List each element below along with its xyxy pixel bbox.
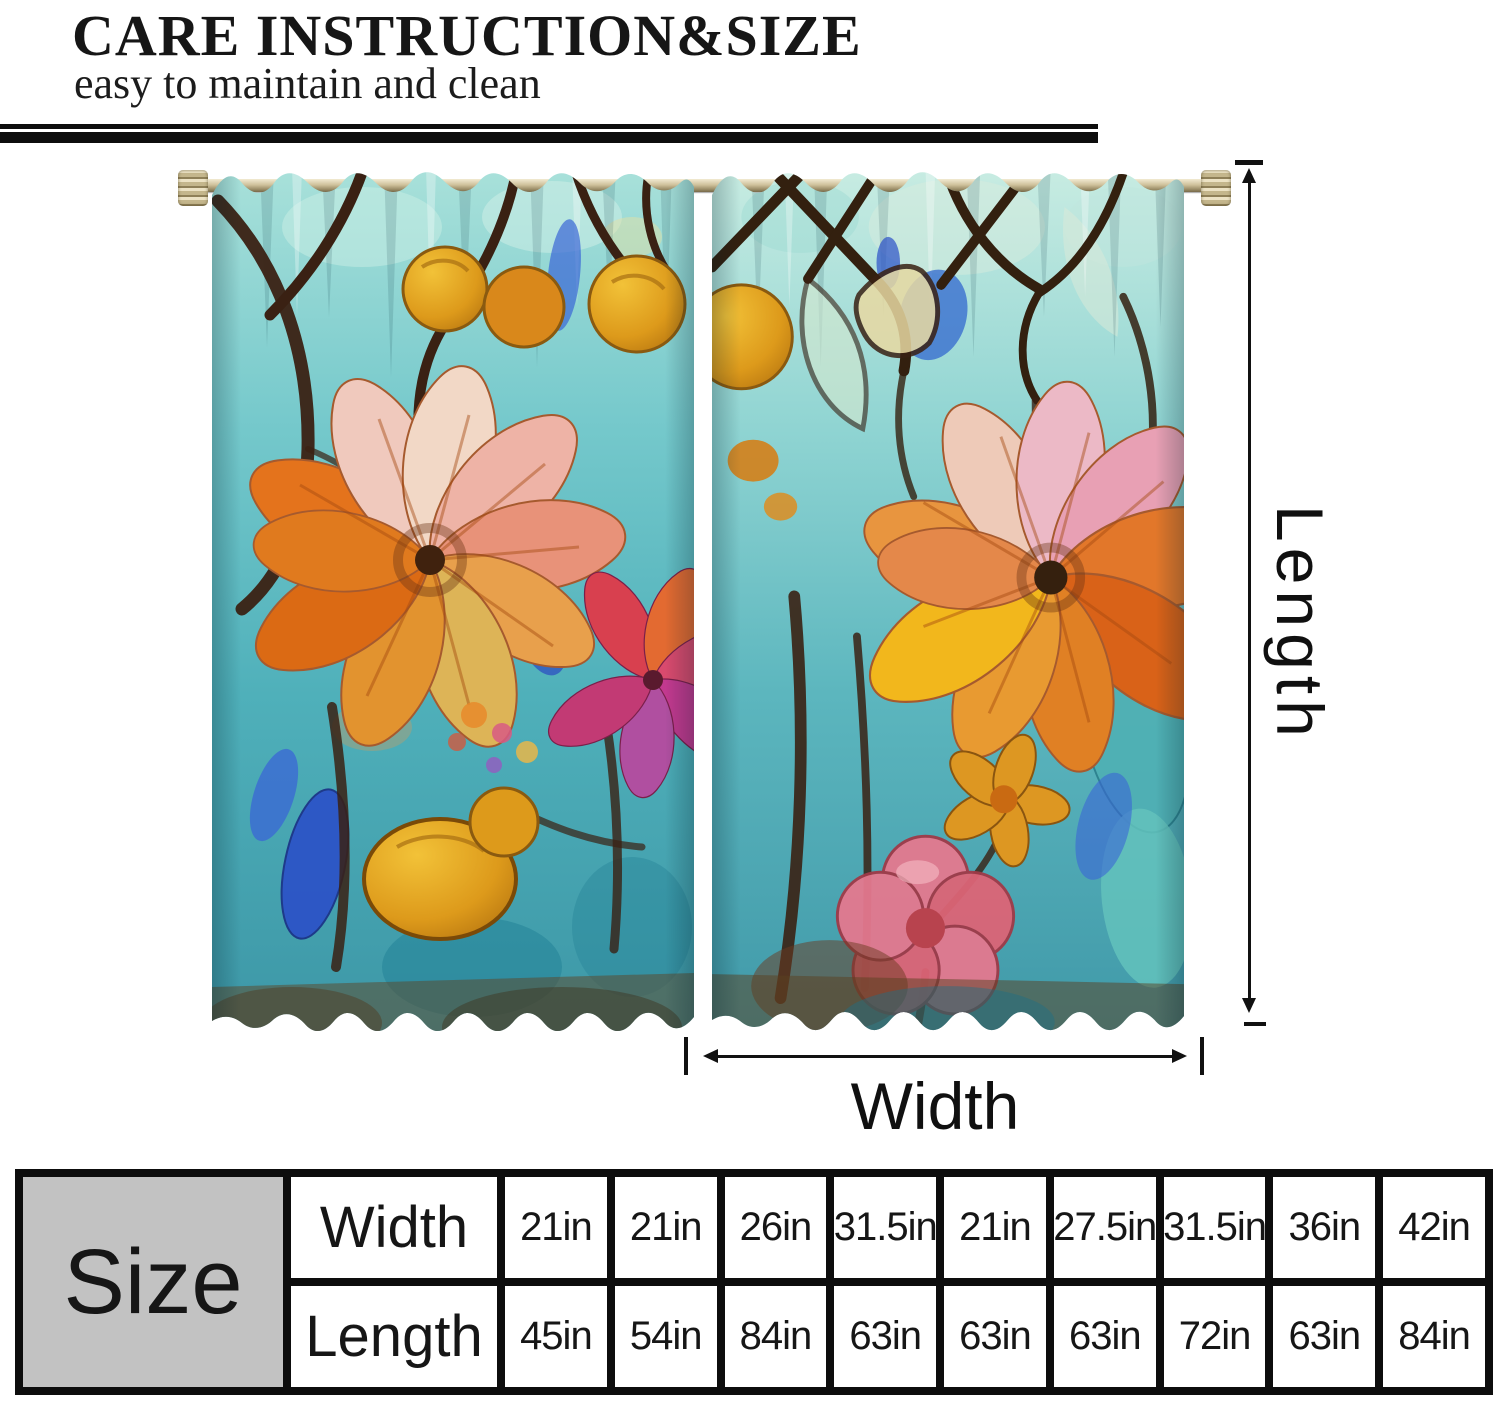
size-table-corner-label: Size (23, 1177, 283, 1387)
size-table-width-value: 21in (505, 1177, 607, 1278)
page-title: CARE INSTRUCTION&SIZE (72, 3, 862, 68)
width-tick-right (1200, 1037, 1204, 1075)
size-table-length-value: 72in (1163, 1286, 1266, 1387)
divider-line-thin (0, 124, 1098, 129)
length-arrowhead-down-icon (1242, 998, 1256, 1013)
size-table: Size Width 21in 21in 26in 31.5in 21in 27… (15, 1169, 1493, 1395)
size-table-row-header-length: Length (291, 1286, 497, 1387)
size-table-width-value: 27.5in (1053, 1177, 1156, 1278)
size-table-width-value: 42in (1383, 1177, 1485, 1278)
curtain-rod-bar (203, 179, 1209, 192)
size-table-length-value: 63in (834, 1286, 937, 1387)
curtain-panel-right (712, 172, 1184, 1031)
width-arrowhead-right-icon (1172, 1049, 1187, 1063)
width-label: Width (850, 1069, 1020, 1143)
size-table-width-value: 21in (614, 1177, 717, 1278)
width-tick-left (684, 1037, 688, 1075)
size-table-width-value: 31.5in (834, 1177, 937, 1278)
rod-finial-right-icon (1201, 170, 1231, 206)
length-tick-top (1235, 160, 1263, 165)
length-label: Length (1263, 505, 1337, 743)
size-table-length-value: 84in (724, 1286, 827, 1387)
rod-finial-left-icon (178, 170, 208, 206)
length-tick-bottom (1244, 1022, 1266, 1026)
size-table-length-value: 54in (614, 1286, 717, 1387)
size-table-length-value: 63in (1053, 1286, 1156, 1387)
size-table-width-value: 36in (1273, 1177, 1376, 1278)
page-subtitle: easy to maintain and clean (74, 59, 541, 108)
size-table-length-value: 63in (1273, 1286, 1376, 1387)
size-table-length-value: 63in (944, 1286, 1046, 1387)
size-table-length-value: 45in (505, 1286, 607, 1387)
size-table-width-value: 21in (944, 1177, 1046, 1278)
curtain-panel-left (212, 172, 694, 1032)
length-arrow-line (1248, 178, 1251, 1004)
size-table-width-value: 31.5in (1163, 1177, 1266, 1278)
length-arrowhead-up-icon (1242, 168, 1256, 183)
divider-line-thick (0, 132, 1098, 143)
width-arrowhead-left-icon (703, 1049, 718, 1063)
size-table-length-value: 84in (1383, 1286, 1485, 1387)
size-table-row-header-width: Width (291, 1177, 497, 1278)
width-arrow-line (717, 1055, 1173, 1058)
size-table-width-value: 26in (724, 1177, 827, 1278)
